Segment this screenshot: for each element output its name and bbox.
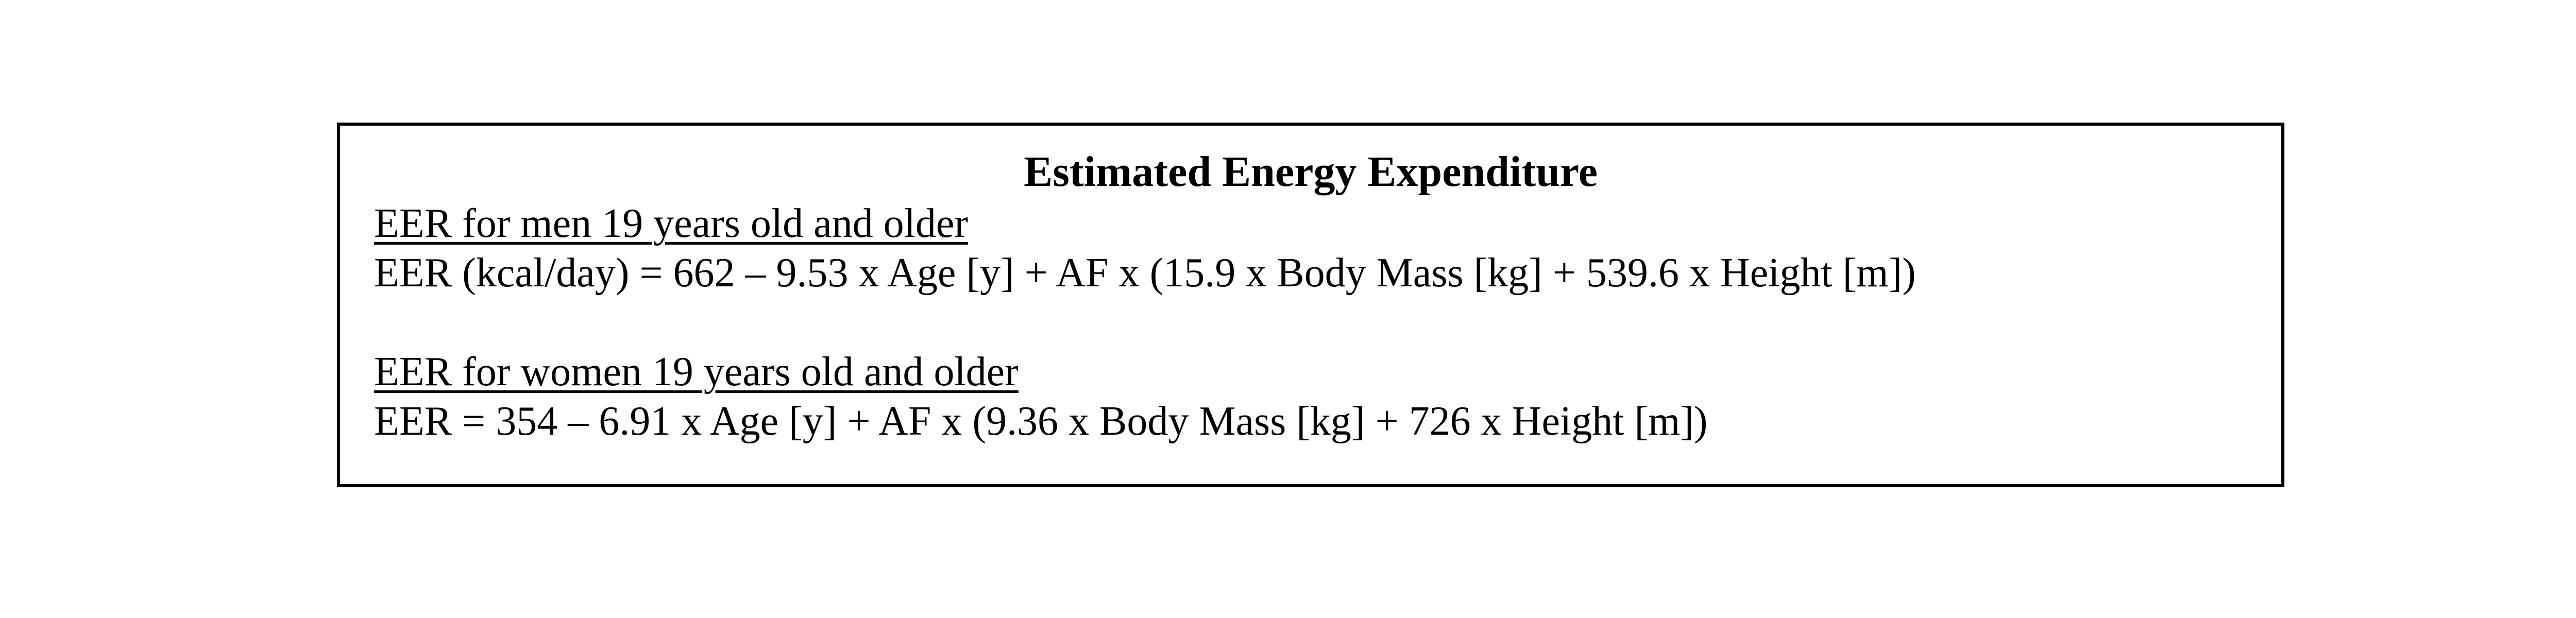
formula: EER = 354 – 6.91 x Age [y] + AF x (9.36 … bbox=[374, 399, 1708, 444]
title: Estimated Energy Expenditure bbox=[1024, 148, 1598, 196]
formula-box: Estimated Energy Expenditure EER for men… bbox=[337, 123, 2284, 487]
section-heading: EER for men 19 years old and older bbox=[374, 201, 969, 246]
formula: EER (kcal/day) = 662 – 9.53 x Age [y] + … bbox=[374, 250, 1916, 296]
section-heading: EER for women 19 years old and older bbox=[374, 349, 1019, 394]
